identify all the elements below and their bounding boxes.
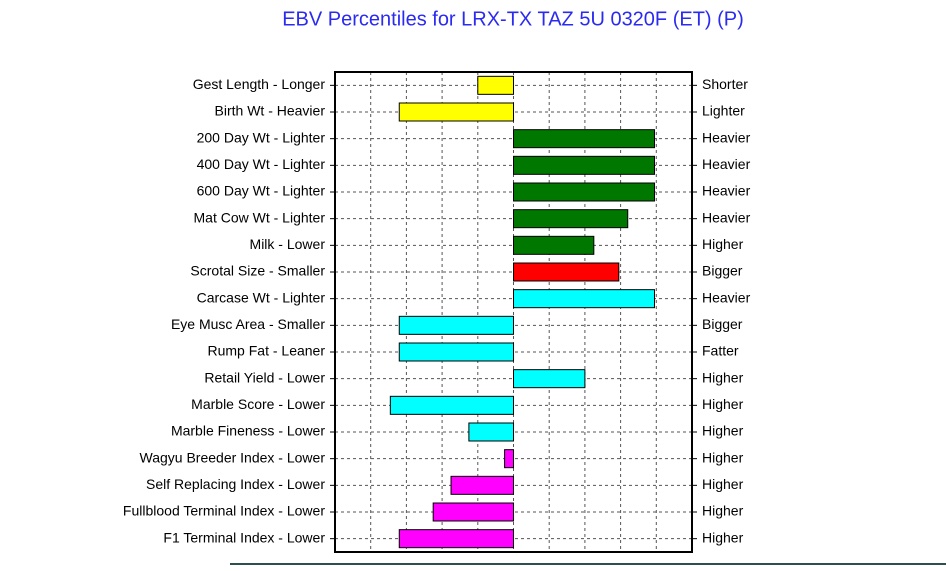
category-label: 600 Day Wt - Lighter <box>197 183 326 199</box>
bar <box>477 75 514 95</box>
bar <box>398 342 515 362</box>
bar <box>398 102 515 122</box>
bar <box>513 209 629 229</box>
right-label: Higher <box>702 396 744 412</box>
right-label: Bigger <box>702 263 743 279</box>
bar <box>389 395 514 415</box>
category-label: Mat Cow Wt - Lighter <box>194 209 326 225</box>
right-label: Bigger <box>702 316 743 332</box>
bar <box>513 129 656 149</box>
category-label: Scrotal Size - Smaller <box>190 263 325 279</box>
right-label: Fatter <box>702 343 739 359</box>
right-label: Higher <box>702 476 744 492</box>
category-label: Marble Fineness - Lower <box>171 423 325 439</box>
plot-frame <box>334 71 693 553</box>
right-label: Higher <box>702 449 744 465</box>
right-label: Heavier <box>702 156 751 172</box>
category-label: 400 Day Wt - Lighter <box>197 156 326 172</box>
category-label: Fullblood Terminal Index - Lower <box>123 503 325 519</box>
category-label: Marble Score - Lower <box>191 396 325 412</box>
bar <box>432 502 514 522</box>
right-label: Higher <box>702 423 744 439</box>
category-label: Milk - Lower <box>250 236 326 252</box>
bar <box>450 475 514 495</box>
right-label: Higher <box>702 236 744 252</box>
right-label: Heavier <box>702 289 751 305</box>
category-label: Self Replacing Index - Lower <box>146 476 325 492</box>
right-label: Heavier <box>702 129 751 145</box>
bar <box>468 422 514 442</box>
bar <box>504 449 515 469</box>
right-label: Higher <box>702 503 744 519</box>
category-label: Wagyu Breeder Index - Lower <box>140 449 326 465</box>
category-label: Carcase Wt - Lighter <box>197 289 326 305</box>
category-label: Birth Wt - Heavier <box>215 103 326 119</box>
bar <box>398 315 515 335</box>
bar <box>513 262 620 282</box>
chart-title: EBV Percentiles for LRX-TX TAZ 5U 0320F … <box>282 8 744 30</box>
right-label: Lighter <box>702 103 745 119</box>
right-label: Shorter <box>702 76 748 92</box>
bar <box>513 155 656 175</box>
right-label: Higher <box>702 369 744 385</box>
category-label: Retail Yield - Lower <box>204 369 325 385</box>
right-label: Heavier <box>702 183 751 199</box>
bar <box>398 529 515 549</box>
bar <box>513 182 656 202</box>
category-label: Gest Length - Longer <box>193 76 326 92</box>
bar <box>513 369 586 389</box>
category-label: F1 Terminal Index - Lower <box>163 529 325 545</box>
bar <box>513 235 595 255</box>
right-label: Higher <box>702 529 744 545</box>
category-label: Rump Fat - Leaner <box>208 343 326 359</box>
category-label: Eye Musc Area - Smaller <box>171 316 325 332</box>
category-label: 200 Day Wt - Lighter <box>197 129 326 145</box>
right-label: Heavier <box>702 209 751 225</box>
bar <box>513 289 656 309</box>
